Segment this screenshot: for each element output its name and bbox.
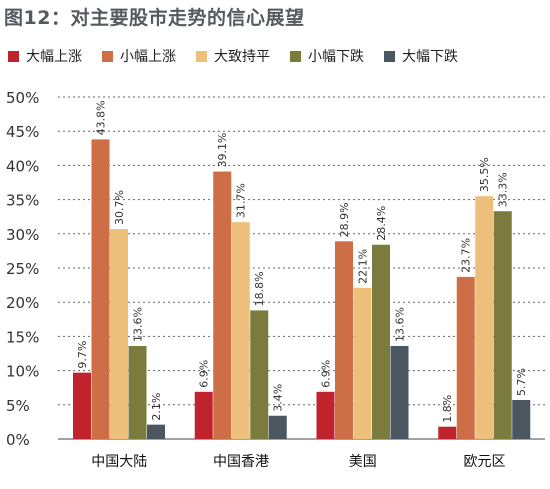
legend-item-1: 大幅上涨: [8, 46, 82, 66]
bar: [250, 310, 269, 439]
bar: [194, 391, 213, 439]
data-label: 30.7%: [113, 190, 126, 225]
chart-title: 图12：对主要股市走势的信心展望: [4, 7, 305, 29]
y-tick-label: 45%: [6, 123, 39, 141]
data-label: 18.8%: [253, 271, 266, 306]
data-label: 43.8%: [95, 100, 108, 135]
x-tick-label: 中国大陆: [91, 454, 147, 470]
bar: [128, 345, 147, 439]
legend-swatch: [102, 50, 113, 62]
bar: [231, 222, 250, 439]
bar: [390, 345, 409, 439]
data-label: 35.5%: [478, 157, 491, 192]
bar: [456, 276, 475, 439]
legend-item-4: 小幅下跌: [290, 46, 364, 66]
bar: [147, 424, 165, 439]
y-tick-label: 5%: [6, 397, 30, 415]
y-tick-label: 50%: [6, 89, 39, 107]
bar: [372, 244, 390, 439]
legend-label: 大幅下跌: [402, 49, 458, 65]
legend-label: 大致持平: [214, 49, 270, 65]
bar: [438, 426, 457, 439]
bar: [353, 287, 372, 439]
data-label: 2.1%: [150, 393, 163, 421]
bar: [73, 372, 91, 439]
data-label: 5.7%: [515, 368, 528, 396]
legend-label: 小幅下跌: [308, 49, 364, 65]
data-label: 6.9%: [198, 360, 211, 388]
bar: [91, 139, 110, 439]
bar: [335, 241, 353, 439]
legend-swatch: [384, 50, 395, 62]
y-tick-label: 15%: [6, 328, 39, 346]
bar: [475, 196, 494, 439]
y-tick-label: 25%: [6, 260, 39, 278]
legend-label: 小幅上涨: [120, 49, 176, 65]
x-tick-label: 中国香港: [213, 454, 269, 470]
y-tick-label: 20%: [6, 294, 39, 312]
legend-swatch: [8, 50, 19, 62]
y-tick-label: 40%: [6, 157, 39, 175]
data-label: 13.6%: [394, 307, 407, 342]
data-label: 3.4%: [272, 384, 285, 412]
data-label: 9.7%: [76, 341, 89, 369]
bar: [110, 229, 128, 439]
bar: [213, 171, 232, 439]
bar: [268, 415, 287, 439]
y-tick-label: 30%: [6, 226, 39, 244]
data-label: 39.1%: [216, 133, 229, 168]
bar: [512, 400, 531, 439]
legend-item-3: 大致持平: [196, 46, 270, 66]
bar: [493, 211, 512, 439]
legend: 大幅上涨 小幅上涨 大致持平 小幅下跌 大幅下跌: [8, 43, 548, 69]
y-tick-label: 10%: [6, 363, 39, 381]
bar: [316, 391, 335, 439]
data-label: 28.4%: [375, 206, 388, 241]
legend-label: 大幅上涨: [26, 49, 82, 65]
legend-item-5: 大幅下跌: [384, 46, 458, 66]
data-label: 28.9%: [338, 202, 351, 237]
data-label: 31.7%: [235, 183, 248, 218]
y-tick-label: 0%: [6, 431, 30, 449]
data-label: 23.7%: [460, 238, 473, 273]
x-tick-label: 欧元区: [464, 454, 506, 470]
x-tick-label: 美国: [349, 454, 377, 470]
data-label: 13.6%: [132, 307, 145, 342]
legend-swatch: [196, 50, 207, 62]
y-tick-label: 35%: [6, 192, 39, 210]
data-label: 22.1%: [357, 249, 370, 284]
data-label: 6.9%: [320, 360, 333, 388]
data-label: 1.8%: [441, 395, 454, 423]
legend-swatch: [290, 50, 301, 62]
legend-item-2: 小幅上涨: [102, 46, 176, 66]
data-label: 33.3%: [497, 172, 510, 207]
